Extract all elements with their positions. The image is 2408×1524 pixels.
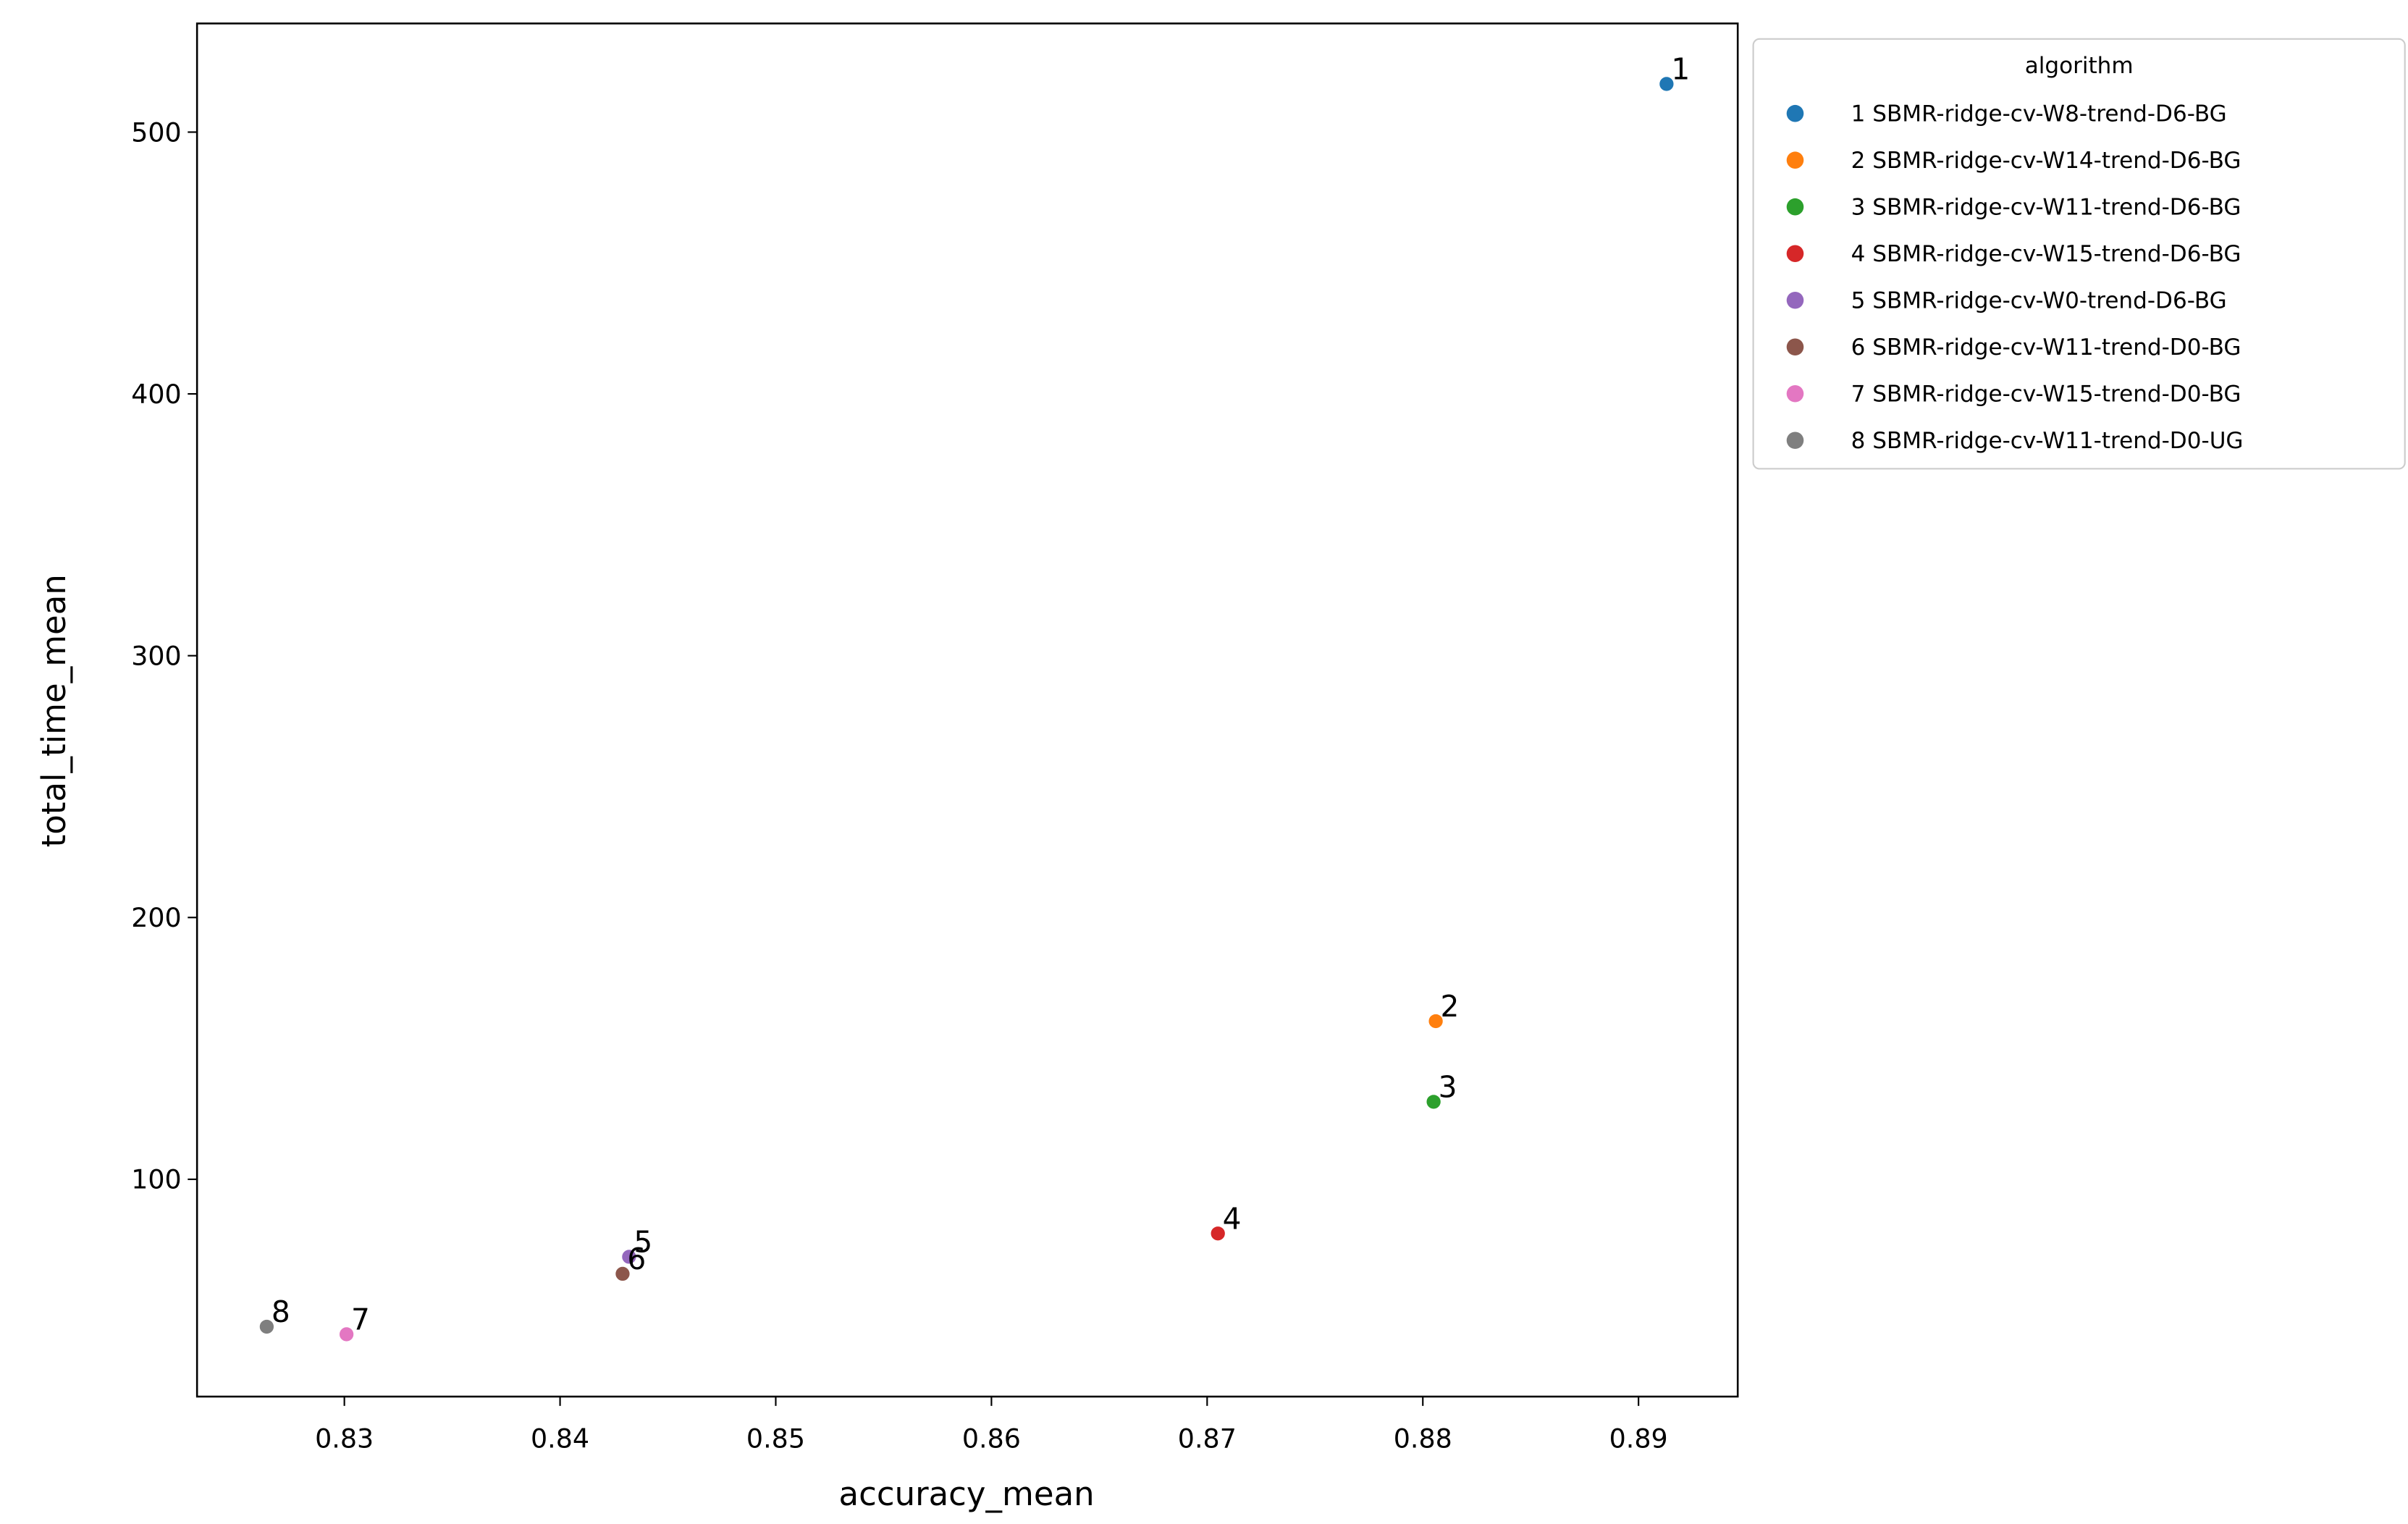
legend-marker <box>1786 291 1804 309</box>
legend-title: algorithm <box>2025 53 2134 79</box>
legend-label: 8 SBMR-ridge-cv-W11-trend-D0-UG <box>1851 428 2244 454</box>
y-tick-label: 200 <box>131 902 182 933</box>
point-label: 2 <box>1441 989 1460 1024</box>
legend-label: 7 SBMR-ridge-cv-W15-trend-D0-BG <box>1851 381 2241 407</box>
x-tick-label: 0.89 <box>1609 1423 1668 1454</box>
point <box>1210 1225 1226 1242</box>
legend-label: 1 SBMR-ridge-cv-W8-trend-D6-BG <box>1851 101 2227 127</box>
legend-label: 3 SBMR-ridge-cv-W11-trend-D6-BG <box>1851 194 2241 220</box>
legend-marker <box>1786 431 1804 450</box>
y-tick-label: 300 <box>131 641 182 672</box>
point <box>620 1248 637 1265</box>
legend-marker <box>1786 104 1804 122</box>
legend-label: 4 SBMR-ridge-cv-W15-trend-D6-BG <box>1851 241 2241 267</box>
point <box>338 1326 355 1342</box>
point-label: 8 <box>271 1294 290 1329</box>
y-tick-label: 500 <box>131 117 182 148</box>
legend-marker <box>1786 384 1804 403</box>
x-tick-label: 0.83 <box>315 1423 374 1454</box>
legend-label: 5 SBMR-ridge-cv-W0-trend-D6-BG <box>1851 287 2227 313</box>
legend-label: 6 SBMR-ridge-cv-W11-trend-D0-BG <box>1851 334 2241 361</box>
y-tick-label: 100 <box>131 1164 182 1195</box>
point-label: 6 <box>627 1242 646 1276</box>
point-label: 7 <box>351 1302 370 1337</box>
x-tick-label: 0.85 <box>746 1423 805 1454</box>
x-tick-label: 0.86 <box>962 1423 1021 1454</box>
point <box>258 1318 275 1335</box>
legend-marker <box>1786 198 1804 216</box>
point-label: 4 <box>1223 1201 1242 1236</box>
legend-box <box>1752 38 2406 470</box>
x-axis-label: accuracy_mean <box>839 1475 1095 1513</box>
point <box>1426 1093 1442 1110</box>
legend-marker <box>1786 338 1804 356</box>
x-tick-label: 0.84 <box>531 1423 589 1454</box>
point <box>1428 1013 1444 1030</box>
point <box>615 1266 631 1282</box>
y-axis-label: total_time_mean <box>35 574 73 847</box>
point <box>1658 76 1675 92</box>
x-tick-label: 0.88 <box>1394 1423 1452 1454</box>
plot-frame <box>195 22 1739 1398</box>
point-label: 3 <box>1439 1069 1457 1104</box>
x-tick-label: 0.87 <box>1178 1423 1237 1454</box>
y-tick-label: 400 <box>131 379 182 410</box>
legend-marker <box>1786 151 1804 169</box>
point-label: 1 <box>1671 52 1690 87</box>
point-label: 5 <box>633 1224 652 1259</box>
legend-marker <box>1786 245 1804 263</box>
legend-label: 2 SBMR-ridge-cv-W14-trend-D6-BG <box>1851 148 2241 174</box>
